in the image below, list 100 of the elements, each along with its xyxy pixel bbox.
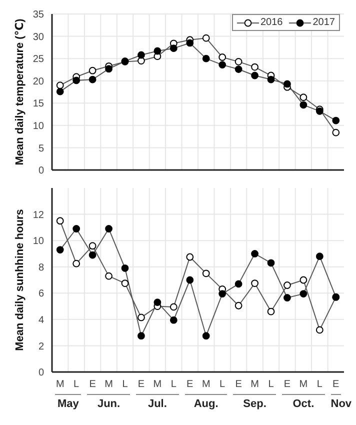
point <box>170 316 178 324</box>
y-tick-label: 0 <box>38 166 44 177</box>
point <box>186 253 194 261</box>
text: Aug. <box>192 398 220 410</box>
x-tick-label: E <box>186 379 194 390</box>
point <box>316 252 324 260</box>
y-tick-label: 25 <box>32 54 44 66</box>
point <box>234 66 242 73</box>
text: Oct. <box>292 398 316 410</box>
text: Sep. <box>242 398 268 410</box>
y-axis-title: Mean daily temperature (℃) <box>14 18 26 166</box>
point <box>138 57 145 64</box>
point <box>202 54 210 62</box>
point <box>251 250 258 258</box>
x-tick-label: M <box>202 379 210 390</box>
point <box>138 332 145 340</box>
point <box>234 280 242 288</box>
point <box>251 72 258 80</box>
point <box>218 54 226 61</box>
y-tick-label: 15 <box>32 98 44 110</box>
point <box>218 61 226 69</box>
point <box>251 63 258 71</box>
point <box>56 88 64 96</box>
point <box>138 314 145 322</box>
point <box>88 242 96 250</box>
y-tick-label: 8 <box>38 262 44 274</box>
x-tick-label: L <box>316 379 323 390</box>
y-tick-label: 30 <box>32 32 44 43</box>
point <box>300 290 308 298</box>
point <box>88 66 96 74</box>
x-tick-label: L <box>122 379 128 390</box>
text: Jul. <box>146 398 168 410</box>
point <box>202 34 210 42</box>
point <box>300 101 308 109</box>
y-tick-label: 12 <box>32 210 44 221</box>
x-tick-label: E <box>138 379 145 390</box>
point <box>105 272 112 280</box>
x-tick-label: L <box>268 379 274 390</box>
point <box>56 246 64 254</box>
x-tick-label: L <box>74 379 80 390</box>
point <box>56 82 64 90</box>
point <box>284 80 291 88</box>
point <box>88 76 96 84</box>
point <box>170 303 178 311</box>
point <box>234 302 242 310</box>
point <box>284 282 291 289</box>
x-tick-label: M <box>250 379 259 390</box>
point <box>154 298 162 306</box>
point <box>121 280 129 287</box>
point <box>202 270 210 278</box>
y-tick-label: 10 <box>32 236 44 248</box>
point <box>267 308 275 316</box>
point <box>72 260 80 268</box>
x-tick-label: M <box>56 379 64 390</box>
legend-label: 2016 <box>260 17 283 28</box>
text: Nov <box>330 398 352 410</box>
x-tick-label: L <box>170 379 177 390</box>
point <box>105 225 112 232</box>
x-tick-label: M <box>104 379 113 390</box>
point <box>56 217 64 225</box>
point <box>72 76 80 84</box>
point <box>267 259 275 267</box>
point <box>218 290 226 298</box>
y-axis-title: Mean daily sunhhine hours <box>14 209 26 351</box>
y-tick-label: 35 <box>32 10 44 21</box>
y-tick-label: 4 <box>38 314 44 326</box>
x-tick-label: E <box>332 379 340 390</box>
y-tick-label: 6 <box>38 288 44 300</box>
x-tick-label: E <box>235 379 242 390</box>
point <box>202 332 210 340</box>
text: May <box>56 398 80 410</box>
x-tick-label: E <box>284 379 291 390</box>
point <box>154 47 162 55</box>
point <box>88 251 96 259</box>
y-tick-label: 5 <box>38 143 44 154</box>
point <box>300 276 308 284</box>
point <box>121 264 129 272</box>
point <box>267 76 275 84</box>
point <box>284 294 291 302</box>
point <box>186 276 194 284</box>
point <box>72 225 80 232</box>
y-tick-label: 0 <box>38 368 44 379</box>
x-tick-label: L <box>220 379 226 390</box>
y-tick-label: 10 <box>32 120 44 132</box>
point <box>251 280 258 287</box>
point <box>170 44 178 52</box>
point <box>300 94 308 102</box>
text: Jun. <box>96 398 122 410</box>
y-tick-label: 2 <box>38 341 44 352</box>
point <box>332 128 340 136</box>
x-tick-label: M <box>299 379 308 390</box>
point <box>186 39 194 47</box>
x-tick-label: E <box>89 379 96 390</box>
legend-label: 2017 <box>312 17 335 28</box>
point <box>105 65 112 73</box>
y-tick-label: 20 <box>32 76 44 88</box>
point <box>316 326 324 334</box>
point <box>138 51 145 59</box>
point <box>332 116 340 124</box>
point <box>234 58 242 66</box>
